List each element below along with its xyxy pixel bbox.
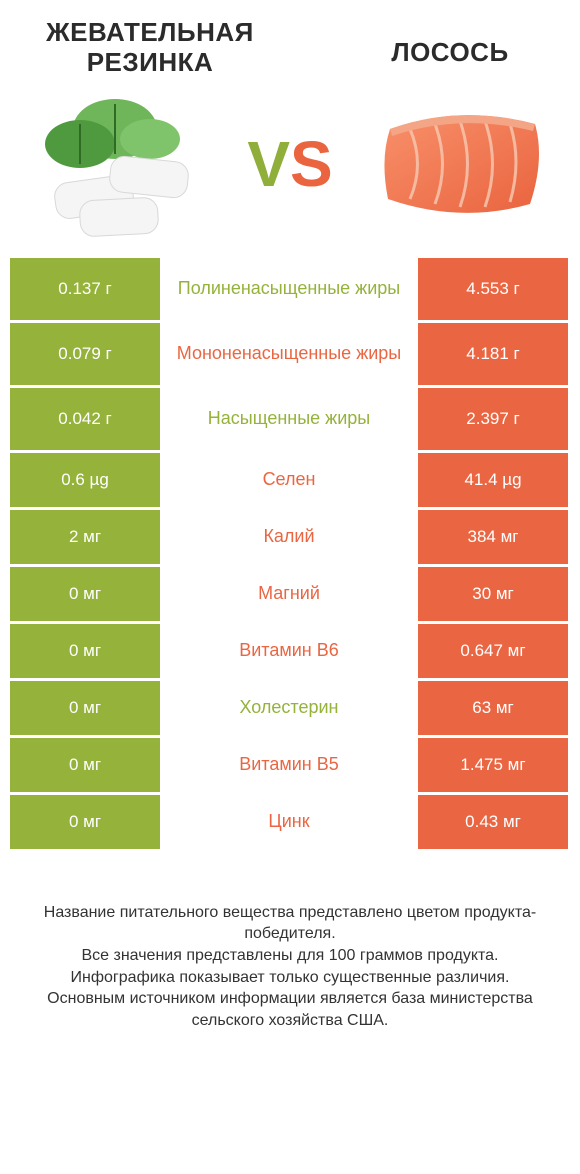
table-row: 0 мгХолестерин63 мг bbox=[10, 681, 570, 735]
value-left: 0 мг bbox=[10, 795, 160, 849]
table-row: 0.6 µgСелен41.4 µg bbox=[10, 453, 570, 507]
nutrient-name: Холестерин bbox=[160, 681, 418, 735]
footer-line: Все значения представлены для 100 граммо… bbox=[28, 945, 552, 967]
table-row: 0 мгМагний30 мг bbox=[10, 567, 570, 621]
value-left: 0 мг bbox=[10, 624, 160, 678]
comparison-table: 0.137 гПолиненасыщенные жиры4.553 г0.079… bbox=[10, 258, 570, 849]
footer-notes: Название питательного вещества представл… bbox=[10, 852, 570, 1032]
nutrient-name: Калий bbox=[160, 510, 418, 564]
value-right: 384 мг bbox=[418, 510, 568, 564]
value-right: 1.475 мг bbox=[418, 738, 568, 792]
footer-line: Инфографика показывает только существенн… bbox=[28, 967, 552, 989]
table-row: 0.079 гМононенасыщенные жиры4.181 г bbox=[10, 323, 570, 385]
table-row: 0.137 гПолиненасыщенные жиры4.553 г bbox=[10, 258, 570, 320]
footer-line: Название питательного вещества представл… bbox=[28, 902, 552, 945]
header: ЖЕВАТЕЛЬНАЯ РЕЗИНКА ЛОСОСЬ bbox=[10, 0, 570, 78]
nutrient-name: Витамин B6 bbox=[160, 624, 418, 678]
nutrient-name: Мононенасыщенные жиры bbox=[160, 323, 418, 385]
vs-label: VS bbox=[247, 127, 332, 201]
table-row: 0.042 гНасыщенные жиры2.397 г bbox=[10, 388, 570, 450]
footer-line: Основным источником информации является … bbox=[28, 988, 552, 1031]
nutrient-name: Полиненасыщенные жиры bbox=[160, 258, 418, 320]
product-right-image bbox=[360, 89, 560, 239]
value-right: 41.4 µg bbox=[418, 453, 568, 507]
value-right: 63 мг bbox=[418, 681, 568, 735]
value-left: 0 мг bbox=[10, 738, 160, 792]
value-right: 0.647 мг bbox=[418, 624, 568, 678]
nutrient-name: Селен bbox=[160, 453, 418, 507]
value-left: 2 мг bbox=[10, 510, 160, 564]
value-right: 4.181 г bbox=[418, 323, 568, 385]
nutrient-name: Насыщенные жиры bbox=[160, 388, 418, 450]
product-right-title: ЛОСОСЬ bbox=[350, 38, 550, 68]
vs-v: V bbox=[247, 128, 290, 200]
value-right: 2.397 г bbox=[418, 388, 568, 450]
images-row: VS bbox=[10, 78, 570, 258]
value-left: 0 мг bbox=[10, 681, 160, 735]
nutrient-name: Витамин B5 bbox=[160, 738, 418, 792]
value-right: 0.43 мг bbox=[418, 795, 568, 849]
table-row: 0 мгВитамин B51.475 мг bbox=[10, 738, 570, 792]
table-row: 0 мгВитамин B60.647 мг bbox=[10, 624, 570, 678]
nutrient-name: Магний bbox=[160, 567, 418, 621]
value-left: 0.6 µg bbox=[10, 453, 160, 507]
value-right: 4.553 г bbox=[418, 258, 568, 320]
value-left: 0.079 г bbox=[10, 323, 160, 385]
product-left-title: ЖЕВАТЕЛЬНАЯ РЕЗИНКА bbox=[30, 18, 270, 78]
table-row: 2 мгКалий384 мг bbox=[10, 510, 570, 564]
vs-s: S bbox=[290, 128, 333, 200]
product-left-image bbox=[20, 89, 220, 239]
value-left: 0 мг bbox=[10, 567, 160, 621]
value-left: 0.042 г bbox=[10, 388, 160, 450]
nutrient-name: Цинк bbox=[160, 795, 418, 849]
table-row: 0 мгЦинк0.43 мг bbox=[10, 795, 570, 849]
value-left: 0.137 г bbox=[10, 258, 160, 320]
value-right: 30 мг bbox=[418, 567, 568, 621]
